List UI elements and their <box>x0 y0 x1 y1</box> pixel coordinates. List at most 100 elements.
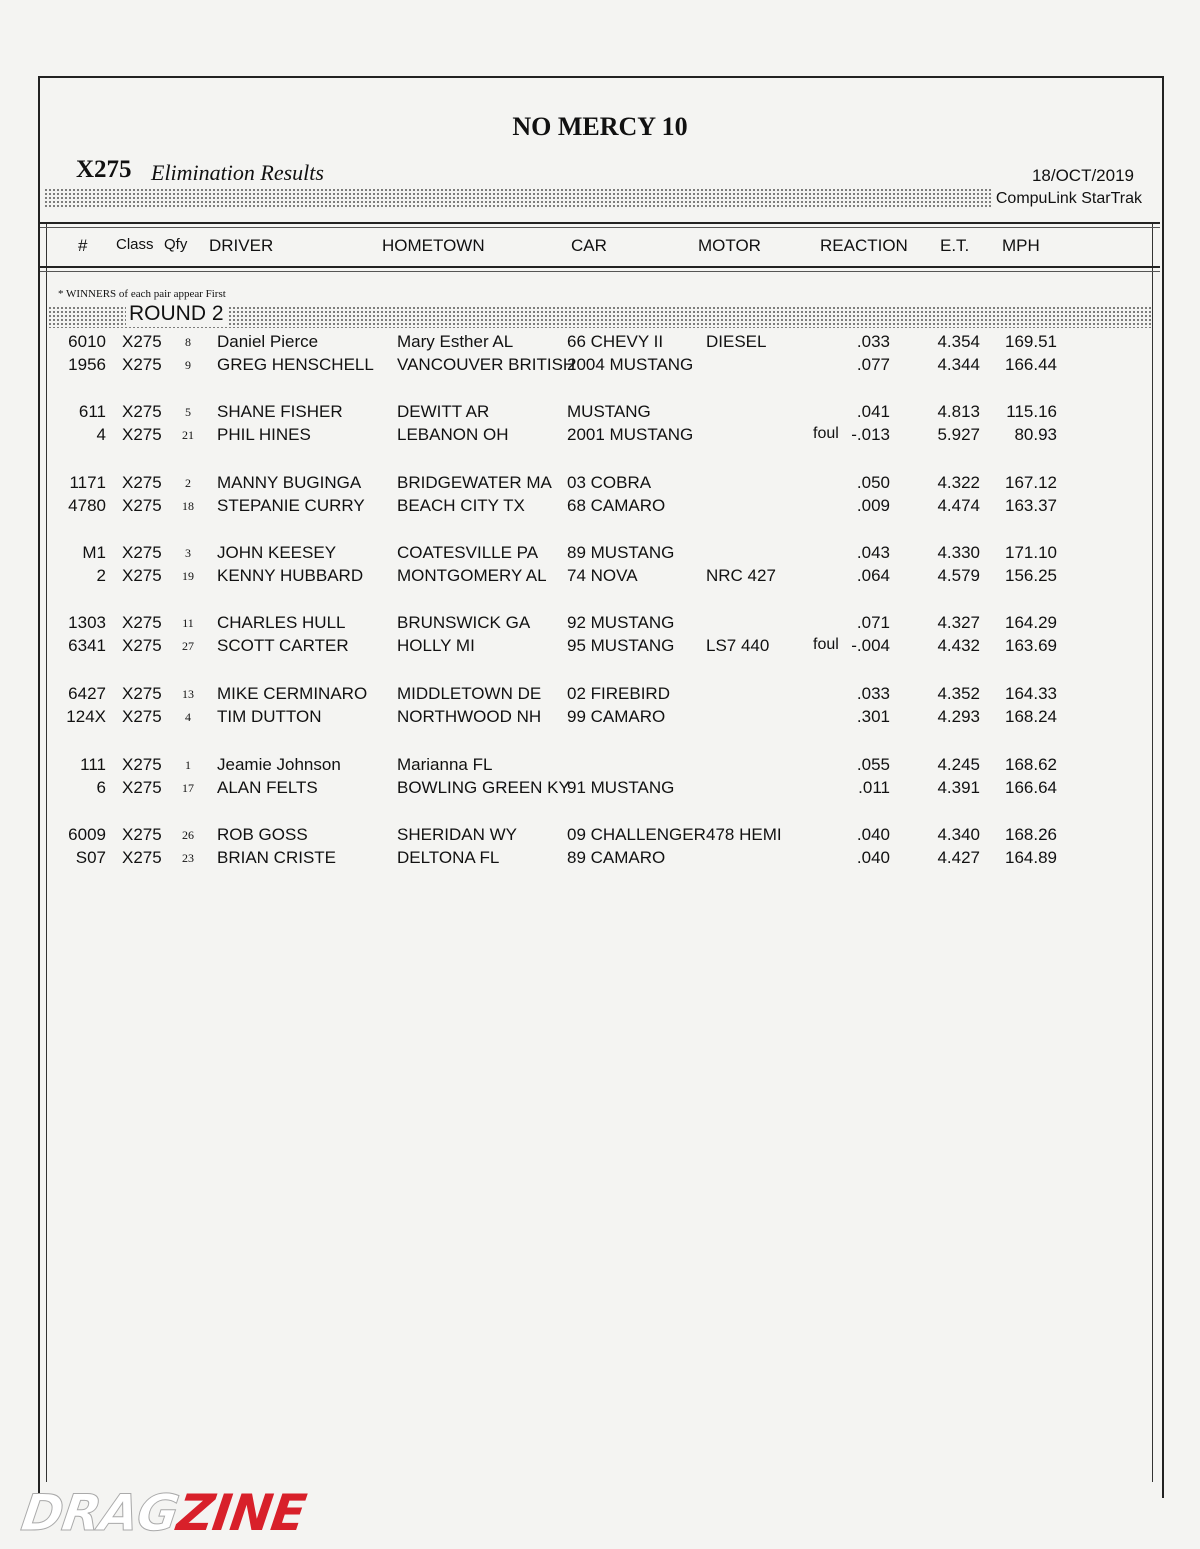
dotted-band <box>48 306 1152 328</box>
cell-mph: 171.10 <box>1005 543 1057 562</box>
dotted-band <box>44 188 992 208</box>
cell-mph: 80.93 <box>1014 425 1057 444</box>
cell-hometown: MONTGOMERY AL <box>397 566 547 585</box>
cell-hometown: BOWLING GREEN KY <box>397 778 570 797</box>
cell-hometown: COATESVILLE PA <box>397 543 539 562</box>
cell-driver: MANNY BUGINGA <box>217 473 362 492</box>
cell-et: 4.391 <box>937 778 980 797</box>
cell-car: 91 MUSTANG <box>567 778 675 797</box>
cell-num: 4780 <box>68 496 106 515</box>
cell-qfy: 19 <box>182 569 194 583</box>
cell-qfy: 13 <box>182 687 194 701</box>
cell-et: 4.354 <box>937 332 980 351</box>
cell-num: 1303 <box>68 613 106 632</box>
cell-driver: CHARLES HULL <box>217 613 346 632</box>
cell-driver: SCOTT CARTER <box>217 636 349 655</box>
cell-class: X275 <box>122 566 162 585</box>
cell-class: X275 <box>122 848 162 867</box>
cell-motor: DIESEL <box>706 332 767 351</box>
cell-car: 89 MUSTANG <box>567 543 675 562</box>
cell-class: X275 <box>122 402 162 421</box>
cell-reaction: -.013 <box>851 425 890 444</box>
cell-mph: 164.29 <box>1005 613 1057 632</box>
cell-mph: 166.44 <box>1005 355 1057 374</box>
header-et: E.T. <box>940 236 970 255</box>
cell-car: 66 CHEVY II <box>567 332 664 351</box>
divider <box>1152 222 1153 1482</box>
cell-num: M1 <box>82 543 106 562</box>
dragzine-logo: DRAGZINE <box>17 1484 309 1543</box>
header-driver: DRIVER <box>209 236 274 255</box>
cell-mph: 168.26 <box>1005 825 1057 844</box>
cell-et: 4.474 <box>937 496 980 515</box>
cell-hometown: BRUNSWICK GA <box>397 613 531 632</box>
cell-et: 4.293 <box>937 707 980 726</box>
cell-qfy: 4 <box>185 710 191 724</box>
system-name: CompuLink StarTrak <box>995 190 1142 207</box>
cell-driver: TIM DUTTON <box>217 707 322 726</box>
cell-hometown: Marianna FL <box>397 755 493 774</box>
cell-driver: Daniel Pierce <box>217 332 319 351</box>
cell-foul: foul <box>813 425 839 442</box>
header-num: # <box>78 236 88 255</box>
cell-et: 4.327 <box>937 613 980 632</box>
cell-mph: 156.25 <box>1005 566 1057 585</box>
cell-reaction: .050 <box>856 473 890 492</box>
cell-driver: ALAN FELTS <box>217 778 318 797</box>
header-hometown: HOMETOWN <box>382 236 485 255</box>
cell-et: 4.432 <box>937 636 980 655</box>
header-reaction: REACTION <box>820 236 908 255</box>
cell-et: 4.579 <box>937 566 980 585</box>
cell-mph: 167.12 <box>1005 473 1057 492</box>
cell-class: X275 <box>122 755 162 774</box>
cell-num: 611 <box>78 402 106 421</box>
cell-et: 4.813 <box>937 402 980 421</box>
cell-num: 6427 <box>68 684 106 703</box>
cell-mph: 164.33 <box>1005 684 1057 703</box>
cell-class: X275 <box>122 355 162 374</box>
cell-car: 03 COBRA <box>567 473 652 492</box>
cell-num: 1956 <box>68 355 106 374</box>
cell-car: 02 FIREBIRD <box>567 684 670 703</box>
cell-qfy: 17 <box>182 781 194 795</box>
cell-driver: BRIAN CRISTE <box>217 848 337 867</box>
cell-reaction: -.004 <box>851 636 890 655</box>
cell-car: 74 NOVA <box>567 566 638 585</box>
cell-class: X275 <box>122 425 162 444</box>
cell-car: 95 MUSTANG <box>567 636 675 655</box>
cell-et: 4.340 <box>937 825 980 844</box>
cell-driver: SHANE FISHER <box>217 402 343 421</box>
cell-class: X275 <box>122 332 162 351</box>
cell-num: 124X <box>66 707 106 726</box>
cell-mph: 166.64 <box>1005 778 1057 797</box>
header-class: Class <box>116 236 154 253</box>
cell-driver: PHIL HINES <box>217 425 311 444</box>
cell-mph: 115.16 <box>1006 402 1057 421</box>
cell-class: X275 <box>122 636 162 655</box>
cell-reaction: .043 <box>856 543 890 562</box>
cell-num: 4 <box>96 425 106 444</box>
cell-motor: 478 HEMI <box>706 825 782 844</box>
cell-et: 4.245 <box>937 755 980 774</box>
cell-reaction: .033 <box>856 684 890 703</box>
cell-class: X275 <box>122 496 162 515</box>
header-mph: MPH <box>1002 236 1040 255</box>
cell-qfy: 5 <box>185 405 191 419</box>
cell-reaction: .064 <box>856 566 890 585</box>
cell-driver: GREG HENSCHELL <box>217 355 374 374</box>
divider <box>40 222 1160 228</box>
cell-hometown: VANCOUVER BRITISH <box>397 355 576 374</box>
cell-driver: STEPANIE CURRY <box>217 496 365 515</box>
cell-driver: ROB GOSS <box>217 825 308 844</box>
cell-class: X275 <box>122 613 162 632</box>
cell-reaction: .033 <box>856 332 890 351</box>
cell-num: 1171 <box>69 473 106 492</box>
cell-class: X275 <box>122 707 162 726</box>
cell-reaction: .040 <box>856 825 890 844</box>
cell-qfy: 23 <box>182 851 194 865</box>
cell-hometown: NORTHWOOD NH <box>397 707 542 726</box>
cell-mph: 168.24 <box>1005 707 1057 726</box>
cell-hometown: HOLLY MI <box>397 636 475 655</box>
cell-qfy: 21 <box>182 428 194 442</box>
cell-car: 09 CHALLENGER <box>567 825 706 844</box>
